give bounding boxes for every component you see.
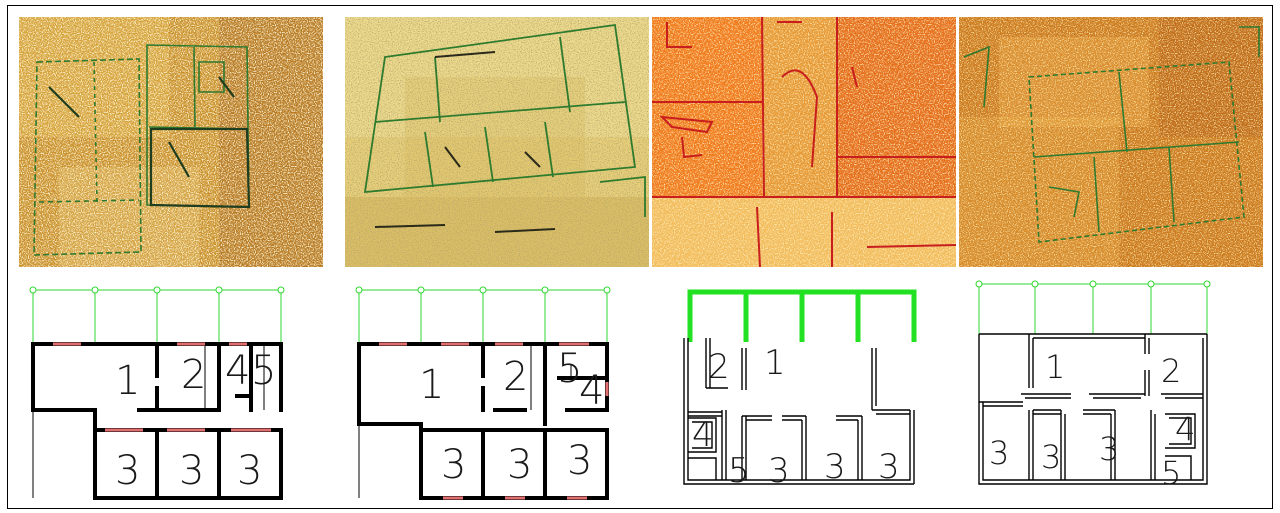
room-label: 3 — [824, 447, 846, 487]
room-label: 2 — [181, 352, 206, 398]
floor-plan-a: 1 2 4 5 3 3 3 — [19, 278, 323, 508]
room-label: 1 — [1045, 348, 1065, 386]
room-label: 2 — [708, 347, 730, 387]
room-label: 3 — [989, 434, 1009, 472]
sketch-image-a — [19, 17, 323, 267]
room-label: 5 — [1161, 454, 1181, 492]
room-label: 5 — [251, 348, 276, 394]
floor-plan-d: 1 2 3 3 3 4 5 — [965, 278, 1269, 508]
room-label: 3 — [567, 438, 592, 484]
room-label: 4 — [579, 368, 604, 414]
floor-plan-c: 2 1 4 5 3 3 3 — [676, 278, 980, 508]
room-label: 5 — [728, 451, 750, 491]
room-label: 4 — [225, 348, 250, 394]
floor-plan-b: 1 2 5 4 3 3 3 — [345, 278, 649, 508]
room-label: 3 — [768, 451, 790, 491]
room-label: 3 — [237, 448, 262, 494]
room-label: 3 — [1041, 438, 1061, 476]
room-label: 3 — [115, 448, 140, 494]
room-label: 2 — [503, 354, 528, 400]
figure-frame: 1 2 4 5 3 3 3 — [7, 5, 1273, 509]
room-label: 3 — [878, 447, 900, 487]
room-label: 5 — [557, 346, 582, 392]
sketch-image-b — [345, 17, 649, 267]
room-label: 1 — [419, 362, 444, 408]
room-label: 2 — [1161, 352, 1181, 390]
sketch-image-c — [652, 17, 956, 267]
room-label: 3 — [507, 442, 532, 488]
room-label: 1 — [115, 358, 140, 404]
room-label: 3 — [1099, 430, 1119, 468]
room-label: 4 — [692, 415, 714, 455]
room-label: 3 — [441, 442, 466, 488]
room-label: 4 — [1175, 410, 1195, 448]
room-label: 3 — [179, 448, 204, 494]
room-label: 1 — [764, 343, 786, 383]
sketch-image-d — [959, 17, 1263, 267]
